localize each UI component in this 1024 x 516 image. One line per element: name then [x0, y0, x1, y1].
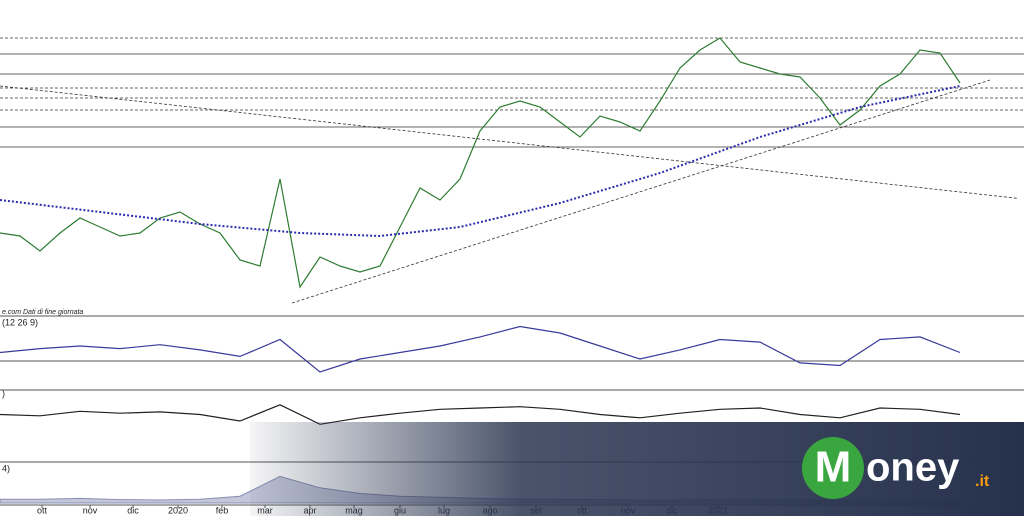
- x-tick-label: feb: [216, 505, 229, 515]
- line: [0, 37, 961, 289]
- logo-suffix: .it: [975, 473, 990, 490]
- line: [0, 325, 961, 373]
- x-tick-label: 2020: [168, 505, 188, 515]
- panel-label: 4): [2, 463, 10, 473]
- watermark-band: [250, 422, 1024, 516]
- source-note: e.com Dati di fine giornata: [2, 309, 83, 316]
- x-tick-label: nov: [83, 505, 98, 515]
- logo-word: oney: [866, 446, 960, 490]
- line: [0, 404, 961, 425]
- panel-label: (12 26 9): [2, 317, 38, 327]
- x-tick-label: dic: [127, 505, 139, 515]
- panel-label: ): [2, 388, 5, 398]
- x-tick-label: ott: [37, 505, 48, 515]
- logo: M oney .it: [802, 437, 990, 499]
- logo-initial: M: [815, 443, 852, 492]
- line: [0, 85, 961, 238]
